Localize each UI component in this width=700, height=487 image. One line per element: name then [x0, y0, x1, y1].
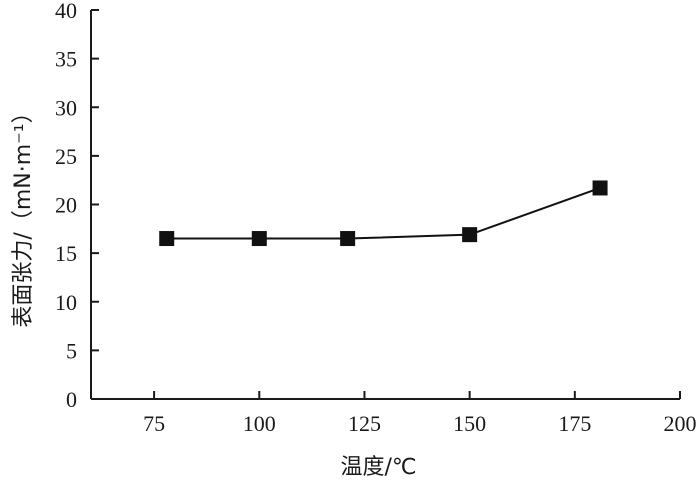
data-point-marker: [340, 231, 356, 247]
series-line: [166, 187, 601, 240]
data-point-marker: [251, 231, 267, 247]
y-tick-label: 20: [55, 193, 77, 218]
y-tick-label: 35: [55, 47, 77, 72]
data-point-marker: [462, 227, 478, 243]
x-tick-label: 200: [664, 411, 697, 436]
x-tick-label: 75: [143, 411, 165, 436]
x-tick-label: 125: [348, 411, 381, 436]
x-tick-label: 100: [243, 411, 276, 436]
x-axis-ticks: 75 100 125 150 175 200: [143, 391, 697, 436]
y-axis-ticks: 0 5 10 15 20 25 30 35 40: [55, 0, 99, 412]
y-axis-title: 表面张力/（mN·m⁻¹）: [11, 101, 36, 327]
y-tick-label: 25: [55, 144, 77, 169]
y-tick-label: 5: [66, 338, 77, 363]
data-point-marker: [592, 180, 608, 196]
data-series: [159, 180, 608, 247]
x-tick-label: 150: [453, 411, 486, 436]
x-tick-label: 175: [558, 411, 591, 436]
y-tick-label: 0: [66, 387, 77, 412]
y-tick-label: 40: [55, 0, 77, 23]
y-tick-label: 30: [55, 95, 77, 120]
y-tick-label: 15: [55, 241, 77, 266]
x-axis-title: 温度/℃: [340, 455, 416, 480]
data-point-marker: [159, 231, 175, 247]
y-tick-label: 10: [55, 290, 77, 315]
